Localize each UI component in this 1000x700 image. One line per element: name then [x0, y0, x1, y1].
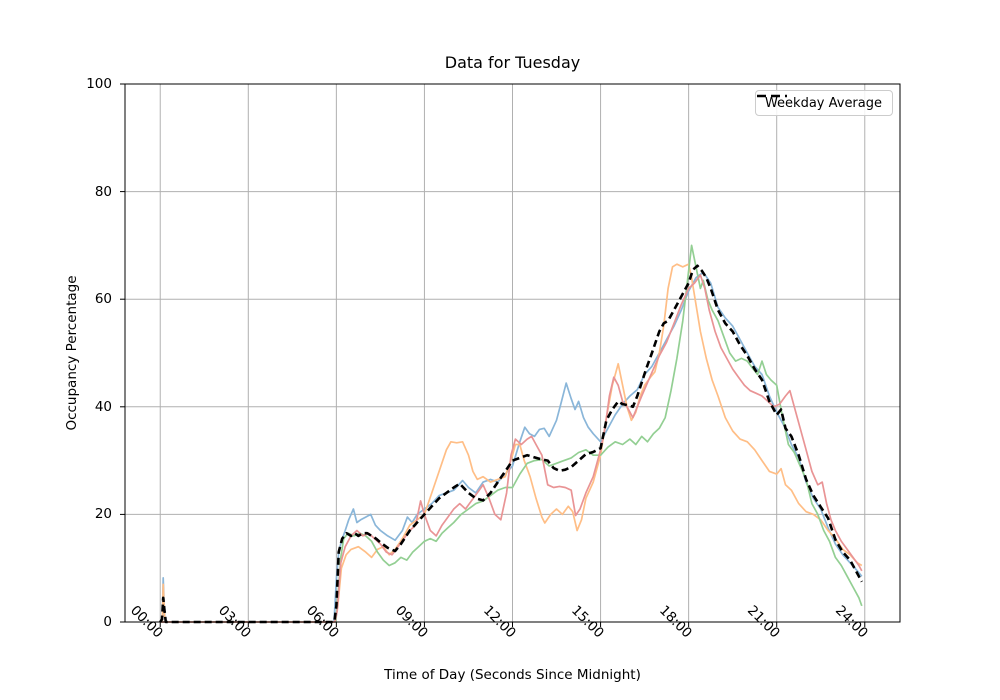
axes-spines	[120, 83, 901, 627]
x-axis-label: Time of Day (Seconds Since Midnight)	[384, 667, 641, 683]
series-line-5	[159, 264, 863, 624]
gridlines	[125, 83, 900, 623]
series-line-1	[160, 271, 863, 623]
series-line-2	[160, 263, 863, 623]
y-tick-label: 20	[94, 506, 112, 523]
series-line-3	[160, 244, 863, 623]
y-tick-label: 0	[103, 614, 112, 630]
dashed-line-sample-icon	[756, 94, 787, 98]
series-line-4	[160, 274, 863, 623]
chart-title: Data for Tuesday	[444, 53, 581, 72]
y-tick-label: 40	[94, 398, 112, 415]
y-tick-label: 80	[94, 183, 112, 200]
legend: Weekday Average	[754, 90, 893, 116]
y-tick-label: 60	[94, 291, 112, 308]
y-tick-label: 100	[86, 76, 112, 92]
legend-label: Weekday Average	[764, 95, 882, 111]
